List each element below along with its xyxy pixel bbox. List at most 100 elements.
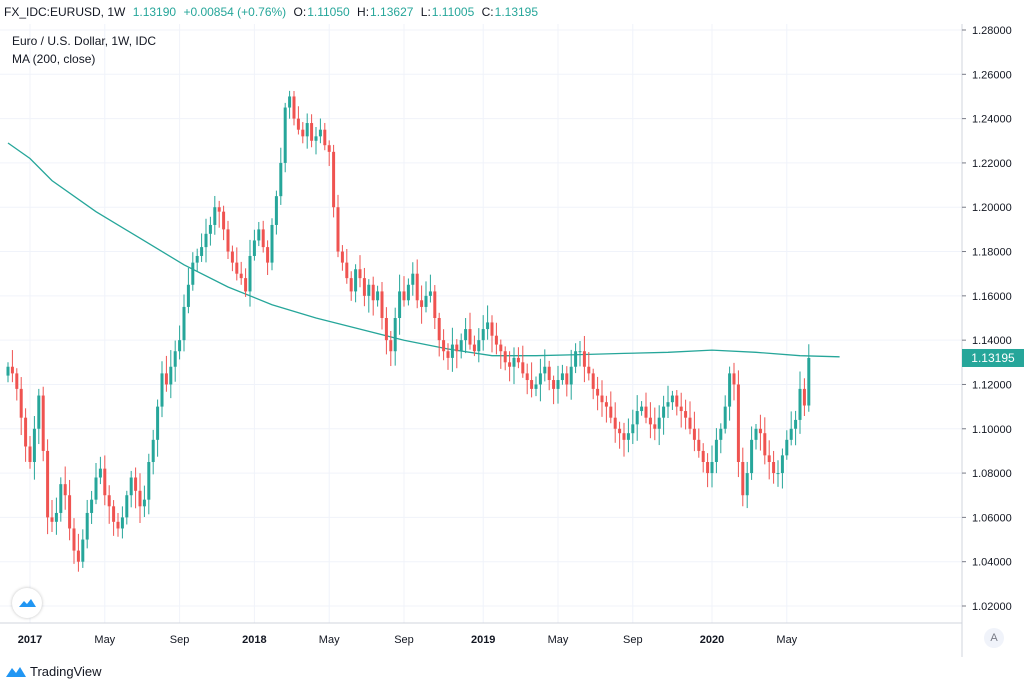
candle-body: [547, 366, 551, 381]
candle-body: [125, 495, 129, 518]
candle-body: [191, 262, 195, 285]
time-axis[interactable]: 2017 May Sep 2018 May Sep 2019 May Sep 2020 May: [18, 634, 798, 646]
candle-body: [442, 340, 446, 352]
candle-body: [600, 395, 604, 403]
candle-body: [785, 439, 789, 456]
candle-body: [244, 278, 248, 292]
candle-body: [376, 291, 380, 301]
candle-body: [85, 512, 89, 540]
candle-body: [151, 439, 155, 462]
x-tick-label: Sep: [394, 634, 414, 646]
candle-body: [710, 462, 714, 474]
candle-body: [15, 373, 19, 389]
candle-body: [107, 495, 111, 507]
candle-body: [714, 439, 718, 462]
candle-body: [332, 151, 336, 208]
price-chart[interactable]: 1.28000 1.26000 1.24000 1.22000 1.20000 1.180…: [0, 24, 1024, 657]
candle-body: [292, 96, 296, 119]
candle-body: [789, 428, 793, 440]
open-value: 1.11050: [307, 5, 350, 19]
candle-body: [314, 136, 318, 141]
candle-body: [138, 490, 142, 507]
candle-body: [644, 406, 648, 418]
candle-body: [424, 295, 428, 307]
y-tick-label: 1.24000: [972, 114, 1012, 126]
candle-body: [182, 306, 186, 341]
brand-name[interactable]: TradingView: [30, 664, 102, 679]
candle-body: [684, 411, 688, 418]
candle-body: [640, 406, 644, 412]
candle-body: [767, 455, 771, 462]
candle-body: [552, 380, 556, 389]
candle-body: [28, 446, 32, 462]
candle-body: [296, 118, 300, 130]
candle-body: [46, 450, 50, 518]
y-tick-label: 1.04000: [972, 557, 1012, 569]
candle-body: [596, 388, 600, 396]
candle-body: [270, 224, 274, 263]
candle-body: [362, 278, 366, 296]
candle-body: [178, 340, 182, 352]
candle-body: [147, 462, 151, 500]
candle-body: [745, 473, 749, 496]
candle-body: [772, 462, 776, 474]
candle-body: [54, 512, 58, 522]
candle-body: [173, 351, 177, 367]
candle-body: [758, 428, 762, 434]
tradingview-logo-button[interactable]: [12, 588, 42, 618]
candle-body: [301, 129, 305, 137]
tradingview-icon: [6, 667, 26, 677]
candle-body: [635, 411, 639, 425]
x-tick-label: May: [776, 634, 797, 646]
x-tick-label: Sep: [623, 634, 643, 646]
candle-body: [437, 318, 441, 341]
candle-body: [754, 428, 758, 440]
candle-body: [521, 362, 525, 374]
indicator-label[interactable]: MA (200, close): [12, 52, 96, 66]
auto-scale-button[interactable]: A: [984, 628, 1004, 648]
candle-body: [90, 499, 94, 513]
candle-body: [653, 424, 657, 429]
candle-body: [10, 366, 14, 374]
candle-body: [288, 96, 292, 108]
low-value: 1.11005: [431, 5, 475, 19]
candle-body: [402, 291, 406, 301]
candle-body: [569, 366, 573, 385]
candle-body: [305, 123, 309, 137]
candle-body: [239, 273, 243, 279]
candle-body: [670, 395, 674, 403]
candle-body: [222, 211, 226, 230]
candle-body: [208, 224, 212, 234]
candle-body: [200, 247, 204, 256]
candle-body: [384, 318, 388, 341]
candle-body: [486, 322, 490, 330]
candle-body: [494, 335, 498, 345]
candle-body: [736, 384, 740, 462]
x-tick-label: May: [319, 634, 340, 646]
symbol-label[interactable]: FX_IDC:EURUSD, 1W: [4, 5, 126, 19]
candle-body: [565, 373, 569, 385]
candle-body: [701, 450, 705, 462]
high-value: 1.13627: [370, 5, 414, 19]
candle-body: [283, 107, 287, 163]
candle-body: [252, 240, 256, 256]
footer: TradingView: [0, 657, 1024, 685]
candle-body: [336, 207, 340, 252]
price-change: +0.00854 (+0.76%): [183, 5, 287, 19]
candle-body: [266, 247, 270, 263]
candle-body: [195, 255, 199, 263]
candle-body: [164, 373, 168, 385]
y-tick-label: 1.02000: [972, 601, 1012, 613]
candle-body: [345, 262, 349, 279]
price-axis[interactable]: 1.28000 1.26000 1.24000 1.22000 1.20000 1.180…: [962, 25, 1012, 613]
candle-body: [217, 207, 221, 212]
open-label: O:: [293, 5, 307, 19]
candle-body: [406, 284, 410, 301]
candle-body: [186, 284, 190, 307]
candle-body: [591, 373, 595, 389]
y-tick-label: 1.28000: [972, 25, 1012, 37]
candle-body: [340, 251, 344, 263]
candle-body: [525, 373, 529, 381]
candle-body: [41, 395, 45, 451]
candle-body: [389, 340, 393, 352]
